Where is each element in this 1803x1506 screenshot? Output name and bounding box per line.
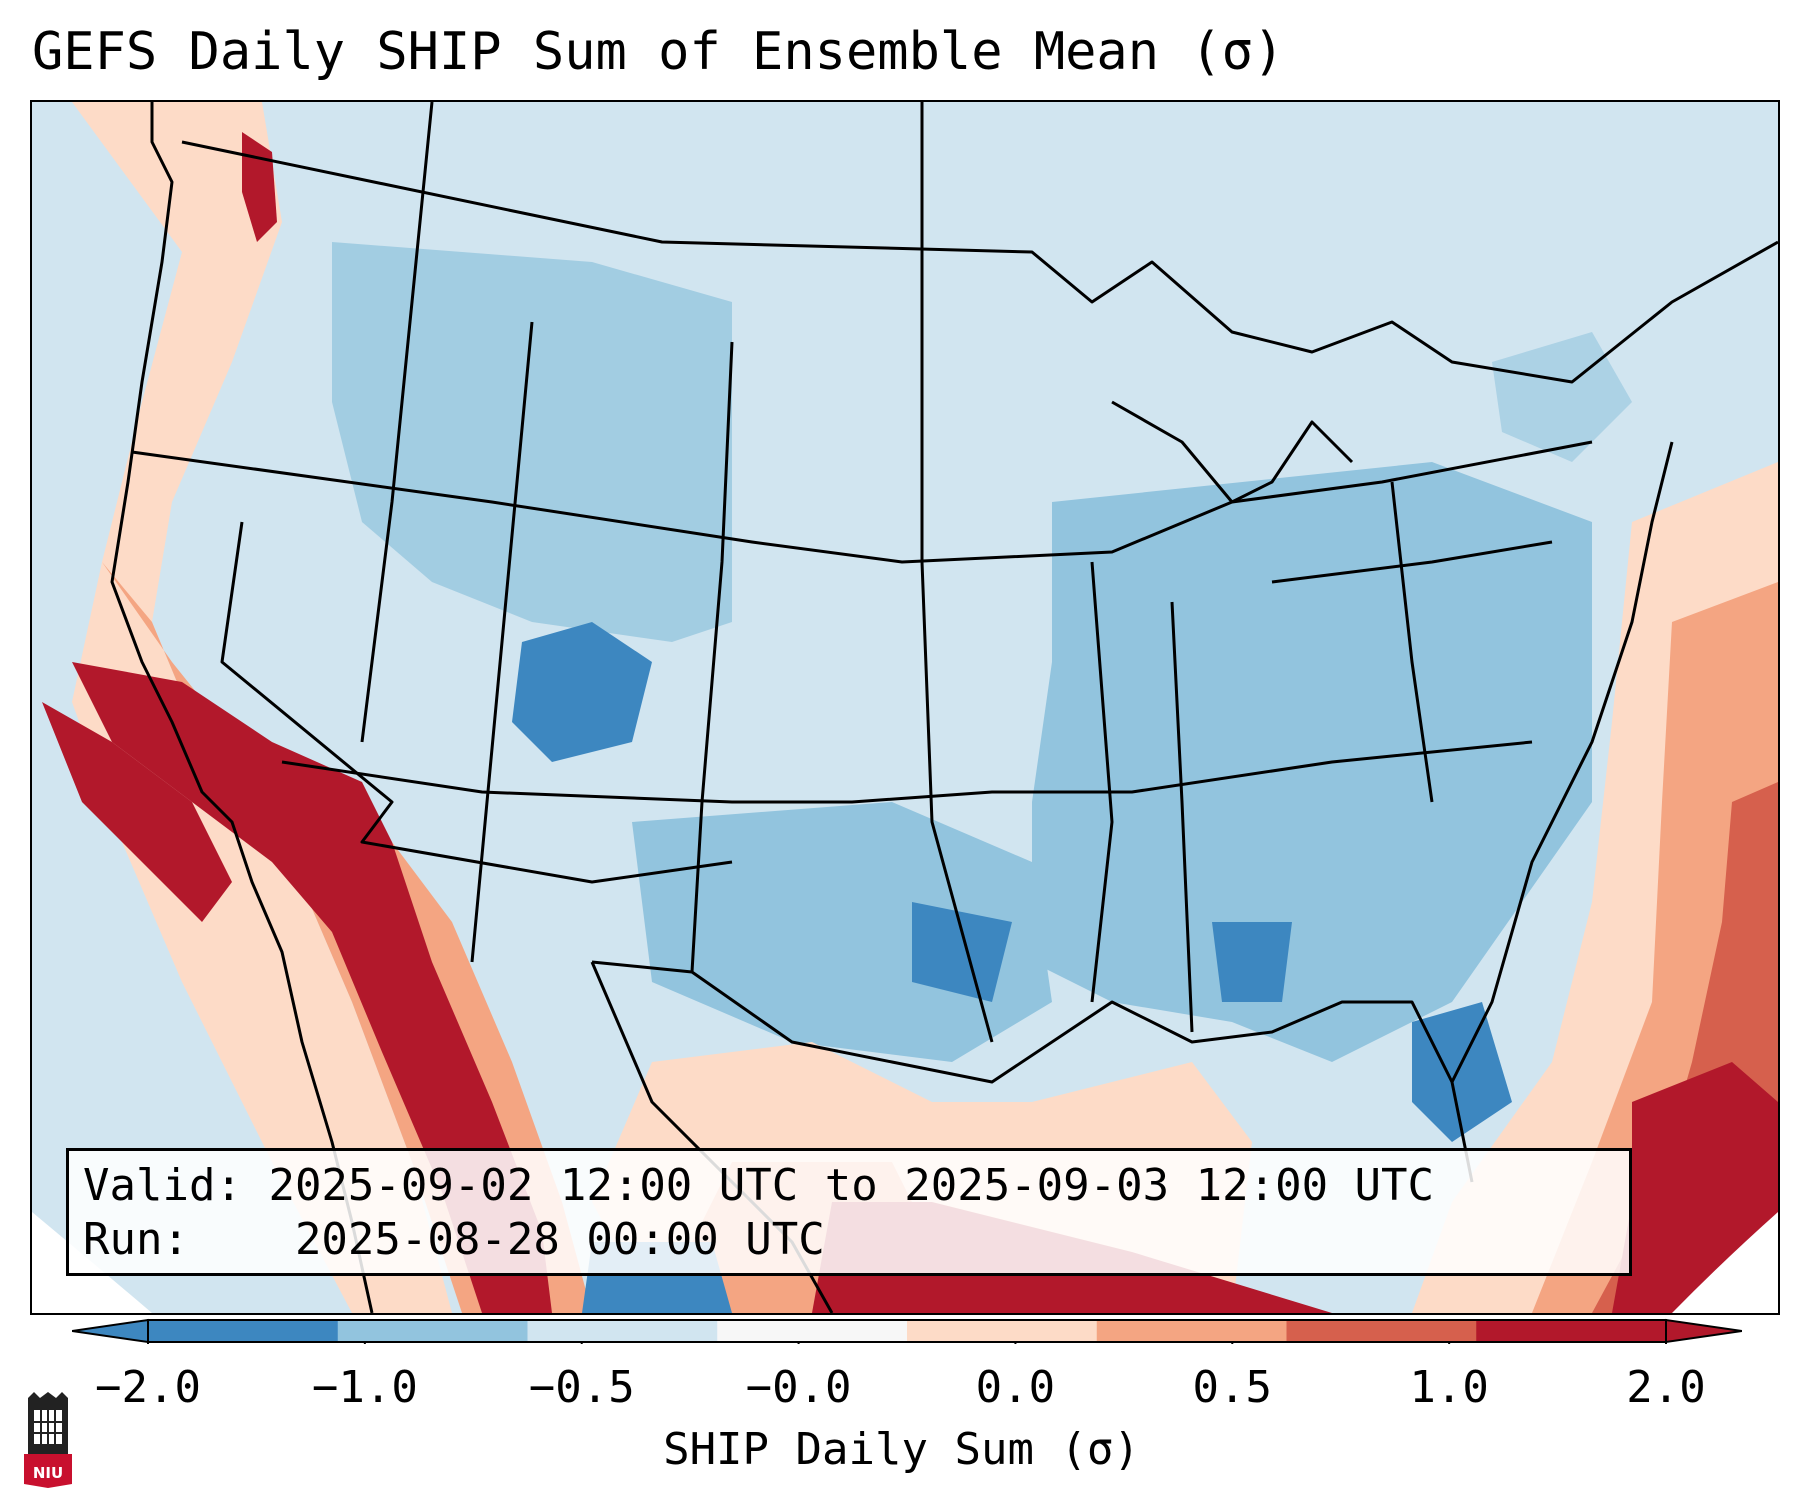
northern-tier-divide: [131, 440, 1593, 564]
great-lakes-shore: [1111, 400, 1354, 504]
colorbar-tick-label: −1.0: [311, 1362, 418, 1413]
plains-border: [920, 102, 994, 1043]
colorbar: [72, 1318, 1742, 1344]
colorbar-segment: [337, 1320, 528, 1342]
validity-info-box: Valid: 2025-09-02 12:00 UTC to 2025-09-0…: [66, 1148, 1632, 1276]
colorbar-tick-label: 1.0: [1409, 1362, 1489, 1413]
ohio-valley-border: [1271, 540, 1553, 584]
projection-edge-right: [1672, 1212, 1778, 1313]
colorbar-tick-label: 2.0: [1626, 1362, 1706, 1413]
colorbar-tick-label: −0.0: [745, 1362, 852, 1413]
rockies-negative: [332, 242, 732, 642]
idaho-border: [360, 102, 434, 743]
us-canada-border: [181, 140, 1778, 384]
niu-logo-text: NIU: [33, 1464, 63, 1482]
mississippi-border: [1090, 561, 1114, 1003]
colorbar-segment: [1286, 1320, 1477, 1342]
mid-latitude-divide: [281, 740, 1533, 804]
colorbar-tick-label: −2.0: [95, 1362, 201, 1413]
alabama-strong-negative: [1212, 922, 1292, 1002]
colorbar-extend-high: [1665, 1318, 1742, 1344]
niu-logo: NIU: [24, 1392, 72, 1488]
colorbar-outline: [147, 1319, 1667, 1343]
gulf-coastline: [591, 960, 1474, 1183]
run-label: Run:: [83, 1214, 189, 1265]
great-lakes-negative: [1492, 332, 1632, 462]
valid-value: 2025-09-02 12:00 UTC to 2025-09-03 12:00…: [268, 1160, 1435, 1211]
valid-row: Valid: 2025-09-02 12:00 UTC to 2025-09-0…: [83, 1159, 1615, 1213]
colorbar-tick-label: 0.5: [1192, 1362, 1273, 1413]
pacific-coastline: [110, 102, 374, 1313]
ship-field-map: [32, 102, 1778, 1313]
colorbar-segment: [1476, 1320, 1667, 1342]
utah-border: [470, 321, 534, 963]
nevada-arizona-border: [220, 521, 733, 884]
colorbar-segment: [907, 1320, 1098, 1342]
colorbar-segment: [148, 1320, 339, 1342]
appalachian-border: [1390, 481, 1434, 803]
colorado-east-border: [690, 341, 734, 973]
map-panel: [30, 100, 1780, 1315]
texas-negative: [632, 802, 1052, 1062]
florida-strong-negative: [1412, 1002, 1512, 1142]
map-title: GEFS Daily SHIP Sum of Ensemble Mean (σ): [32, 22, 1285, 82]
valid-label: Valid:: [83, 1160, 242, 1211]
colorbar-extend-low: [72, 1318, 149, 1344]
colorbar-tick-label: 0.0: [975, 1362, 1056, 1413]
run-value: 2025-08-28 00:00 UTC: [294, 1214, 825, 1265]
run-row: Run: 2025-08-28 00:00 UTC: [83, 1213, 1615, 1267]
alabama-border: [1170, 601, 1194, 1033]
atlantic-coastline: [1450, 441, 1674, 1083]
texas-strong-negative: [912, 902, 1012, 1002]
colorbar-segment: [717, 1320, 908, 1342]
pacific-coast-weak-positive: [72, 102, 452, 1313]
socal-offshore-strong-positive: [42, 702, 232, 922]
colorbar-segment: [1096, 1320, 1287, 1342]
colorbar-tick-label: −0.5: [528, 1362, 635, 1413]
colorbar-segment: [527, 1320, 718, 1342]
colorbar-label: SHIP Daily Sum (σ): [663, 1424, 1140, 1475]
colorado-strong-negative: [512, 622, 652, 762]
